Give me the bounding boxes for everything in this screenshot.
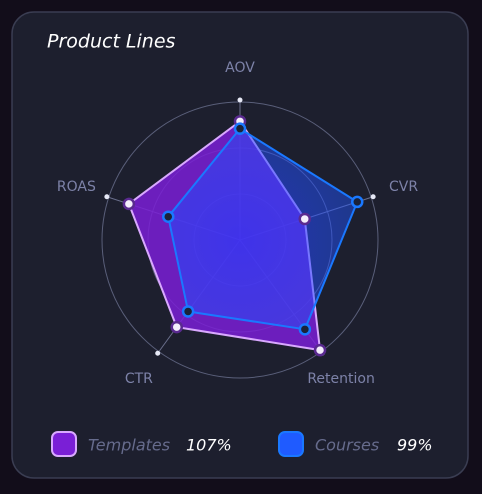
axis-end (370, 194, 376, 200)
legend-name: Courses (315, 436, 379, 455)
legend-summary: 107% (186, 436, 232, 455)
axis-label: CVR (389, 179, 418, 195)
data-point (313, 343, 327, 357)
chart-title: Product Lines (47, 31, 176, 53)
legend-summary: 99% (397, 436, 433, 455)
axis-label: CTR (125, 371, 153, 387)
data-point (350, 195, 364, 209)
data-point (298, 212, 311, 226)
data-point (162, 210, 175, 223)
data-point (170, 320, 183, 334)
axis-label: Retention (307, 371, 375, 387)
axis-end (237, 97, 243, 103)
data-point (122, 197, 136, 211)
series-area (167, 127, 359, 331)
data-point (181, 305, 195, 318)
data-point (233, 122, 247, 135)
axis-end (104, 194, 110, 200)
data-point (298, 323, 312, 336)
legend-swatch (51, 431, 77, 457)
legend-name: Templates (88, 436, 170, 455)
axis-label: AOV (225, 60, 255, 76)
axis-end (155, 350, 161, 356)
legend-swatch (278, 431, 304, 457)
axis-label: ROAS (57, 179, 96, 195)
